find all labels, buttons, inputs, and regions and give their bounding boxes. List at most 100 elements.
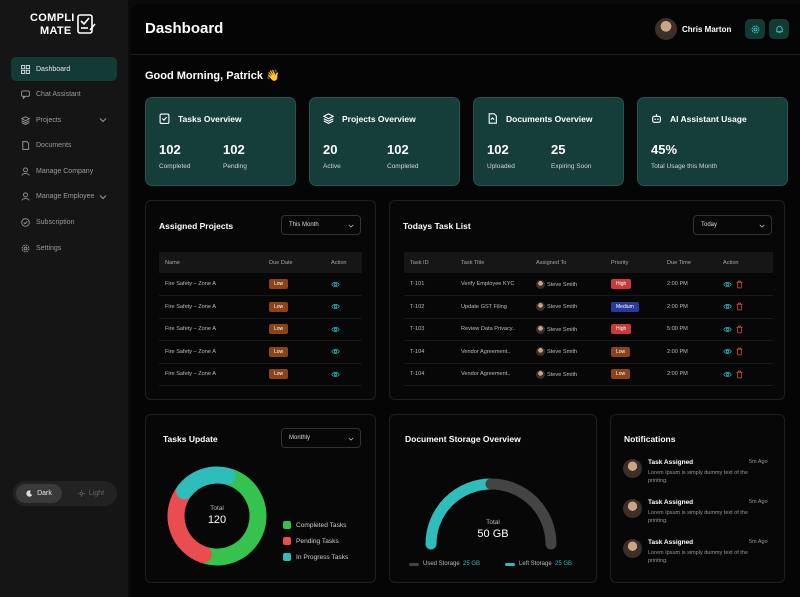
theme-dark-label: Dark (37, 490, 52, 497)
table-row[interactable]: Fire Safety – Zone A Low (159, 295, 362, 319)
document-icon (22, 141, 30, 151)
view-eye-icon[interactable] (331, 302, 340, 311)
theme-toggle[interactable]: Dark Light (13, 481, 117, 506)
stat-value: 102 (223, 142, 245, 157)
view-eye-icon[interactable] (331, 280, 340, 289)
table-row[interactable]: T-103 Review Data Privacy.. Steve Smith … (404, 318, 773, 341)
theme-light-option[interactable]: Light (68, 484, 114, 503)
assigned-projects-filter[interactable]: This Month (281, 215, 361, 235)
notification-title: Task Assigned (648, 539, 694, 546)
stat-label: Active (323, 163, 341, 170)
stat-label: Expiring Soon (551, 163, 592, 170)
legend-item-in-progress: In Progress Tasks (283, 553, 348, 561)
notification-item[interactable]: Task Assigned 5m Ago Lorem Ipsum is simp… (623, 499, 773, 529)
user-avatar[interactable] (655, 18, 677, 40)
notification-avatar (623, 459, 642, 478)
gear-icon (21, 244, 30, 253)
task-title: Review Data Privacy.. (455, 318, 530, 341)
greeting: Good Morning, Patrick 👋 (145, 70, 280, 82)
due-badge: Low (269, 279, 289, 289)
table-row[interactable]: Fire Safety – Zone A Low (159, 363, 362, 386)
stat-label: Completed (159, 163, 191, 170)
sidebar-item-documents[interactable]: Documents (11, 134, 117, 158)
trash-icon[interactable] (735, 280, 744, 289)
tasks-update-title: Tasks Update (163, 434, 218, 444)
storage-gauge-chart (425, 478, 557, 550)
view-eye-icon[interactable] (723, 280, 732, 289)
filter-value: Monthly (289, 435, 311, 441)
view-eye-icon[interactable] (723, 325, 732, 334)
table-row[interactable]: T-104 Vendor Agreement.. Steve Smith Low… (404, 363, 773, 386)
notifications-button[interactable] (769, 19, 789, 39)
sun-icon (77, 490, 85, 497)
due-time: 5:00 PM (661, 318, 717, 341)
notification-time: 5m Ago (749, 539, 768, 545)
theme-dark-option[interactable]: Dark (16, 484, 62, 503)
donut-center-label: Total (210, 505, 224, 512)
notifications-title: Notifications (624, 434, 676, 444)
assignee-name: Steve Smith (547, 371, 578, 378)
sidebar-item-settings[interactable]: Settings (11, 236, 117, 260)
assignee-name: Steve Smith (547, 304, 578, 311)
table-row[interactable]: Fire Safety – Zone A Low (159, 318, 362, 341)
sidebar-item-manage-company[interactable]: Manage Company (11, 159, 117, 183)
assignee-avatar (536, 279, 545, 289)
table-row[interactable]: T-101 Verify Employee KYC Steve Smith Hi… (404, 273, 773, 296)
task-id: T-101 (404, 273, 455, 296)
trash-icon[interactable] (735, 370, 744, 379)
due-badge: Low (269, 301, 289, 312)
sidebar-item-chat-assistant[interactable]: Chat Assistant (11, 83, 117, 107)
sidebar-item-subscription[interactable]: Subscription (11, 211, 117, 235)
table-row[interactable]: Fire Safety – Zone A Low (159, 340, 362, 364)
stat-card-ai-usage: AI Assistant Usage 45% Total Usage this … (637, 97, 788, 186)
sidebar-item-label: Chat Assistant (36, 91, 81, 99)
sidebar-item-label: Projects (36, 116, 62, 124)
legend-label: In Progress Tasks (296, 553, 349, 561)
sidebar-item-projects[interactable]: Projects (11, 108, 117, 132)
stat-title: Tasks Overview (178, 114, 242, 124)
app-logo[interactable]: COMPLI MATE (30, 12, 102, 42)
view-eye-icon[interactable] (723, 347, 732, 356)
page-title: Dashboard (145, 20, 224, 37)
used-storage-value: 25 GB (463, 561, 481, 567)
todays-task-title: Todays Task List (403, 221, 471, 231)
badge-icon (21, 218, 30, 227)
trash-icon[interactable] (735, 302, 744, 311)
view-eye-icon[interactable] (331, 347, 340, 356)
sidebar-item-label: Manage Employee (36, 193, 95, 201)
notification-item[interactable]: Task Assigned 5m Ago Lorem Ipsum is simp… (623, 539, 773, 569)
trash-icon[interactable] (735, 347, 744, 356)
table-row[interactable]: T-102 Update GST Filing Steve Smith Medi… (404, 295, 773, 319)
stat-value: 20 (323, 142, 338, 157)
user-name[interactable]: Chris Marton (682, 25, 732, 34)
storage-title: Document Storage Overview (405, 434, 521, 444)
assignee-name: Steve Smith (547, 349, 578, 356)
table-row[interactable]: Fire Safety – Zone A Low (159, 273, 362, 296)
due-time: 2:00 PM (661, 340, 717, 364)
gear-icon (751, 25, 759, 33)
task-title: Vendor Agreement.. (455, 340, 530, 364)
view-eye-icon[interactable] (331, 370, 340, 379)
notification-item[interactable]: Task Assigned 5m Ago Lorem Ipsum is simp… (623, 459, 773, 489)
notification-title: Task Assigned (648, 459, 694, 466)
todays-task-filter[interactable]: Today (693, 215, 772, 235)
chat-icon (21, 90, 30, 100)
legend-swatch (283, 521, 291, 529)
view-eye-icon[interactable] (723, 302, 732, 311)
sidebar-item-dashboard[interactable]: Dashboard (11, 57, 117, 81)
table-row[interactable]: T-104 Vendor Agreement.. Steve Smith Low… (404, 340, 773, 364)
tasks-update-filter[interactable]: Monthly (281, 428, 361, 448)
task-assignee: Steve Smith (530, 363, 605, 386)
trash-icon[interactable] (735, 325, 744, 334)
used-storage-label: Used Storage (423, 561, 460, 567)
settings-button[interactable] (745, 19, 765, 39)
stat-label: Completed (387, 163, 419, 170)
due-time: 2:00 PM (661, 363, 717, 386)
legend-swatch (505, 562, 515, 566)
view-eye-icon[interactable] (331, 325, 340, 334)
view-eye-icon[interactable] (723, 370, 732, 379)
legend-label: Completed Tasks (296, 521, 347, 529)
user-icon (21, 167, 30, 176)
project-name: Fire Safety – Zone A (159, 273, 263, 296)
sidebar-item-manage-employee[interactable]: Manage Employee (11, 185, 117, 209)
